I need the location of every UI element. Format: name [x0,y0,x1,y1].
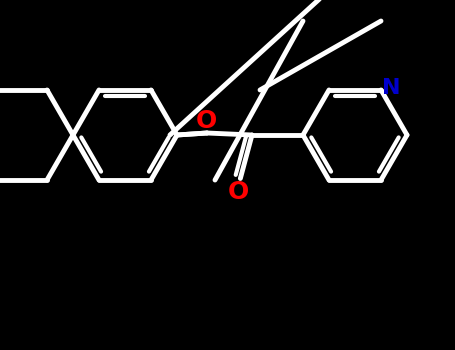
Text: O: O [195,109,217,133]
Text: N: N [382,78,400,98]
Text: O: O [228,181,249,204]
